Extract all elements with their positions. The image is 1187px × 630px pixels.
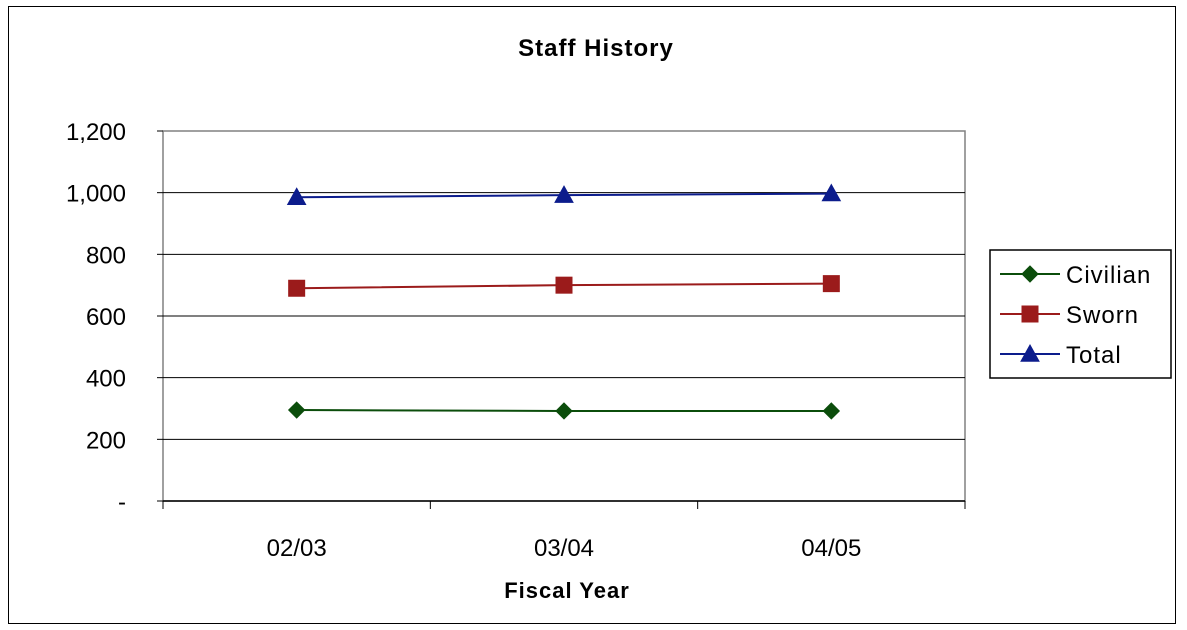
sworn-point — [555, 276, 573, 294]
y-tick-label: 800 — [86, 242, 126, 269]
x-tick-label: 02/03 — [267, 535, 327, 562]
y-tick-label: - — [118, 489, 126, 516]
x-tick-label: 03/04 — [534, 535, 594, 562]
y-tick-label: 1,000 — [66, 181, 126, 208]
total-point — [286, 187, 307, 205]
legend-label-total: Total — [1066, 342, 1122, 369]
sworn-point — [288, 279, 306, 297]
x-axis: 02/03 03/04 04/05 — [162, 500, 966, 562]
x-tick-label: 04/05 — [801, 535, 861, 562]
sworn-point — [822, 275, 840, 293]
chart-frame — [8, 6, 1176, 624]
y-tick-label: 200 — [86, 427, 126, 454]
civilian-point — [822, 402, 841, 420]
civilian-point — [555, 402, 573, 420]
y-axis: - 200 400 600 800 1,000 1,200 — [66, 119, 163, 516]
civilian-point — [287, 401, 306, 419]
legend-marker-civilian — [1021, 265, 1039, 283]
y-tick-label: 400 — [86, 366, 126, 393]
legend-marker-total — [1020, 343, 1040, 362]
legend-label-sworn: Sworn — [1066, 302, 1139, 329]
y-tick-label: 1,200 — [66, 119, 126, 146]
y-tick-label: 600 — [86, 304, 126, 331]
total-point — [554, 185, 574, 203]
chart-title: Staff History — [518, 35, 674, 62]
legend: Civilian Sworn Total — [989, 249, 1172, 379]
legend-label-civilian: Civilian — [1066, 262, 1151, 289]
x-axis-label: Fiscal Year — [504, 578, 630, 603]
legend-marker-sworn — [1021, 305, 1039, 323]
total-point — [821, 183, 842, 202]
series-group — [286, 183, 842, 420]
